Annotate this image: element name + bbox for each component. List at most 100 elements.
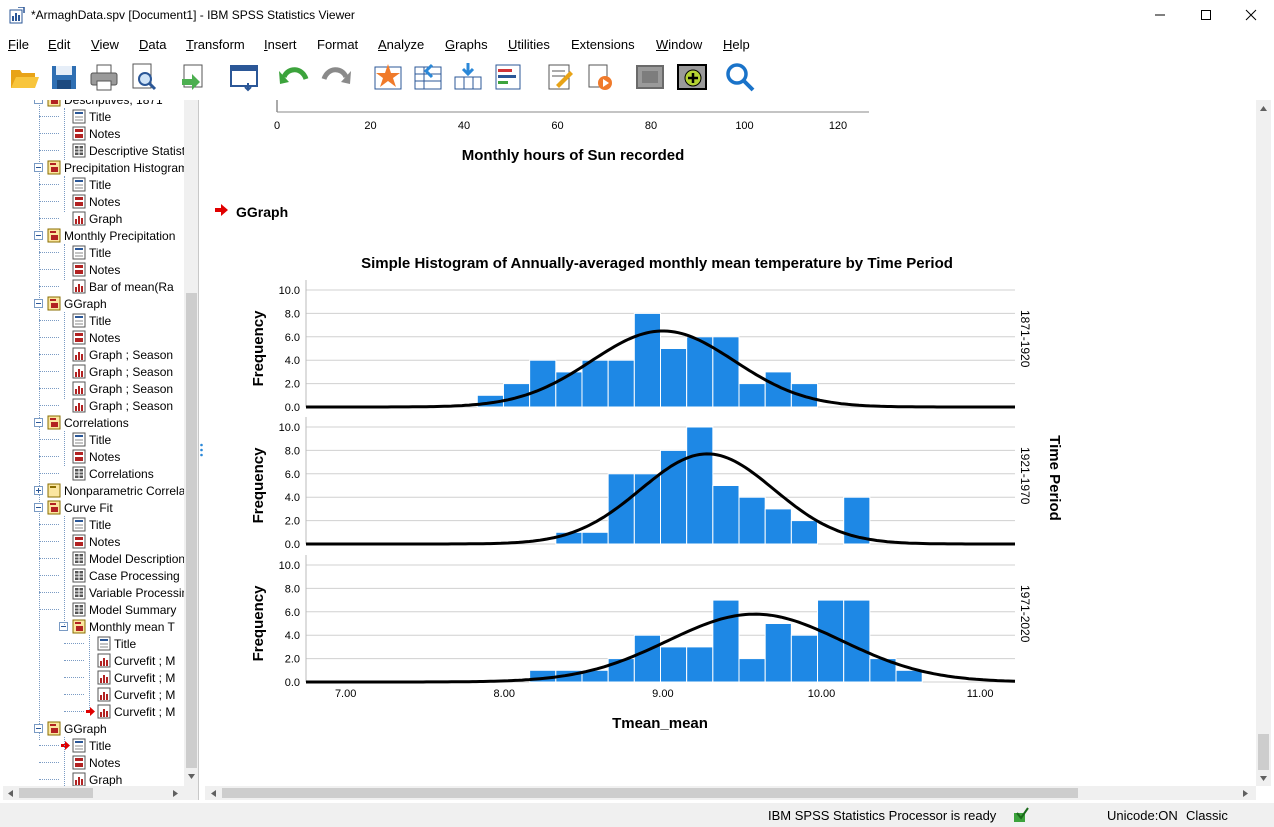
- tree-item[interactable]: Monthly mean T: [3, 618, 184, 635]
- maximize-button[interactable]: [1183, 0, 1229, 30]
- collapse-icon[interactable]: [34, 299, 43, 308]
- tree-item[interactable]: Curvefit ; M: [3, 686, 184, 703]
- recall-dialog-button[interactable]: [226, 58, 262, 96]
- menu-data[interactable]: Data: [139, 37, 167, 52]
- go-to-variable-button[interactable]: [450, 58, 486, 96]
- histogram-bar[interactable]: [633, 312, 661, 408]
- output-hscroll-thumb[interactable]: [222, 788, 1078, 798]
- histogram-bar[interactable]: [607, 473, 635, 545]
- histogram-bar[interactable]: [790, 520, 819, 545]
- show-output-button[interactable]: [582, 58, 618, 96]
- histogram-bar[interactable]: [581, 359, 609, 408]
- menu-file[interactable]: File: [8, 37, 29, 52]
- histogram-bar[interactable]: [686, 646, 714, 683]
- close-button[interactable]: [1228, 0, 1274, 30]
- outline-horizontal-scrollbar[interactable]: [3, 786, 198, 800]
- tree-item[interactable]: Precipitation Histogram: [3, 159, 184, 176]
- tree-item[interactable]: Notes: [3, 754, 184, 771]
- print-preview-button[interactable]: [126, 58, 162, 96]
- tree-item[interactable]: Bar of mean(Ra: [3, 278, 184, 295]
- output-heading[interactable]: GGraph: [236, 204, 289, 220]
- tree-item[interactable]: Title: [3, 176, 184, 193]
- tree-item[interactable]: Notes: [3, 329, 184, 346]
- histogram-chart[interactable]: Simple Histogram of Annually-averaged mo…: [240, 245, 1090, 735]
- tree-item[interactable]: Title: [3, 516, 184, 533]
- tree-item[interactable]: Graph ; Season: [3, 346, 184, 363]
- undo-button[interactable]: [276, 58, 312, 96]
- histogram-bar[interactable]: [555, 371, 583, 408]
- output-scroll-up-icon[interactable]: [1259, 104, 1268, 113]
- go-to-data-button[interactable]: [370, 58, 406, 96]
- histogram-bar[interactable]: [843, 496, 871, 545]
- save-button[interactable]: [46, 58, 82, 96]
- collapse-icon[interactable]: [59, 622, 68, 631]
- go-to-case-button[interactable]: [410, 58, 446, 96]
- menu-insert[interactable]: Insert: [264, 37, 297, 52]
- tree-item[interactable]: Variable Processing: [3, 584, 184, 601]
- minimize-button[interactable]: [1137, 0, 1183, 30]
- tree-item[interactable]: Graph ; Season: [3, 397, 184, 414]
- menu-extensions[interactable]: Extensions: [571, 37, 635, 52]
- tree-item[interactable]: Descriptive Statistics: [3, 142, 184, 159]
- scroll-down-icon[interactable]: [187, 772, 196, 781]
- histogram-bar[interactable]: [712, 336, 740, 408]
- tree-item[interactable]: GGraph: [3, 720, 184, 737]
- histogram-bar[interactable]: [738, 658, 766, 683]
- collapse-icon[interactable]: [34, 503, 43, 512]
- menu-analyze[interactable]: Analyze: [378, 37, 425, 52]
- tree-item[interactable]: Title: [3, 312, 184, 329]
- menu-window[interactable]: Window: [656, 37, 703, 52]
- tree-item[interactable]: Title: [3, 737, 184, 754]
- collapse-icon[interactable]: [34, 724, 43, 733]
- histogram-bar[interactable]: [764, 508, 792, 545]
- tree-item[interactable]: Descriptives, 1871: [3, 100, 184, 108]
- histogram-bar[interactable]: [712, 485, 740, 545]
- histogram-bar[interactable]: [712, 599, 740, 683]
- designate-window-button[interactable]: [542, 58, 578, 96]
- histogram-bar[interactable]: [738, 383, 766, 408]
- outline-hscroll-thumb[interactable]: [19, 788, 93, 798]
- tree-item[interactable]: Graph: [3, 771, 184, 786]
- pane-splitter[interactable]: [199, 100, 205, 800]
- tree-item[interactable]: Graph: [3, 210, 184, 227]
- insert-new-button[interactable]: [674, 58, 710, 96]
- menu-edit[interactable]: Edit: [48, 37, 71, 52]
- tree-item[interactable]: Title: [3, 431, 184, 448]
- tree-item[interactable]: Correlations: [3, 465, 184, 482]
- menu-transform[interactable]: Transform: [186, 37, 245, 52]
- histogram-bar[interactable]: [660, 348, 688, 408]
- histogram-bar[interactable]: [633, 634, 661, 683]
- menu-utilities[interactable]: Utilities: [508, 37, 550, 52]
- histogram-bar[interactable]: [790, 634, 819, 683]
- tree-item[interactable]: Notes: [3, 448, 184, 465]
- output-scroll-down-icon[interactable]: [1259, 774, 1268, 783]
- collapse-icon[interactable]: [34, 418, 43, 427]
- tree-item[interactable]: Nonparametric Correlations: [3, 482, 184, 499]
- menu-format[interactable]: Format: [317, 37, 359, 52]
- histogram-bar[interactable]: [738, 496, 766, 545]
- tree-item[interactable]: Graph ; Season: [3, 363, 184, 380]
- menu-help[interactable]: Help: [723, 37, 750, 52]
- menu-graphs[interactable]: Graphs: [445, 37, 488, 52]
- tree-item[interactable]: Curvefit ; M: [3, 703, 184, 720]
- outline-vertical-scrollbar[interactable]: [184, 100, 198, 786]
- collapse-icon[interactable]: [34, 231, 43, 240]
- histogram-bar[interactable]: [607, 359, 635, 408]
- print-button[interactable]: [86, 58, 122, 96]
- variables-button[interactable]: [490, 58, 526, 96]
- histogram-bar[interactable]: [529, 359, 557, 408]
- tree-item[interactable]: Notes: [3, 533, 184, 550]
- scroll-left-icon[interactable]: [6, 789, 15, 798]
- histogram-bar[interactable]: [843, 599, 871, 683]
- tree-item[interactable]: Notes: [3, 193, 184, 210]
- tree-item[interactable]: Model Description: [3, 550, 184, 567]
- tree-item[interactable]: Graph ; Season: [3, 380, 184, 397]
- find-button[interactable]: [722, 58, 758, 96]
- output-vscroll-thumb[interactable]: [1258, 734, 1269, 770]
- tree-item[interactable]: Curve Fit: [3, 499, 184, 516]
- expand-icon[interactable]: [34, 486, 43, 495]
- collapse-icon[interactable]: [34, 100, 43, 104]
- histogram-bar[interactable]: [686, 426, 714, 545]
- scroll-right-icon[interactable]: [171, 789, 180, 798]
- open-button[interactable]: [6, 58, 42, 96]
